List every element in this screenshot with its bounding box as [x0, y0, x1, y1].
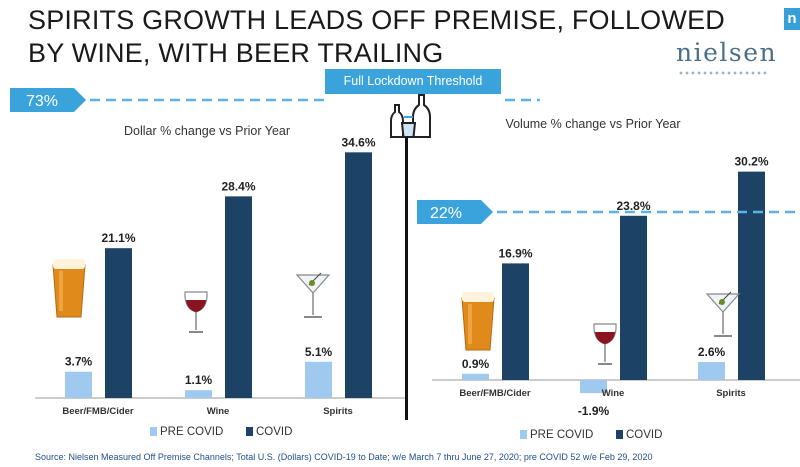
- bar-covid-beer-fmb-cider: [105, 248, 132, 398]
- data-label: -1.9%: [578, 404, 610, 418]
- legend-label: PRE COVID: [160, 426, 223, 438]
- bar-pre-covid-wine: [580, 380, 607, 394]
- volume-change-chart: Volume % change vs Prior Year 0.9% 16.9% B…: [432, 117, 800, 441]
- data-label: 21.1%: [101, 231, 135, 245]
- title-line-1: SPIRITS GROWTH LEADS OFF PREMISE, FOLLOW…: [28, 5, 725, 35]
- dollar-change-chart: Dollar % change vs Prior Year 3.7% 21.1% B…: [35, 124, 405, 438]
- category-label: Beer/FMB/Cider: [459, 388, 531, 399]
- data-label: 1.1%: [185, 373, 213, 387]
- logo-dots: [678, 70, 768, 76]
- data-label: 3.7%: [65, 355, 93, 369]
- data-label: 30.2%: [734, 155, 768, 169]
- data-label: 2.6%: [698, 345, 726, 359]
- bar-covid-spirits: [738, 171, 765, 380]
- bar-pre-covid-spirits: [305, 361, 332, 398]
- bar-pre-covid-beer-fmb-cider: [65, 371, 92, 398]
- wine-glass-icon: [183, 290, 209, 341]
- chart-divider: [405, 137, 408, 420]
- bar-covid-beer-fmb-cider: [502, 263, 529, 380]
- chart-title: Dollar % change vs Prior Year: [124, 124, 290, 138]
- category-label: Beer/FMB/Cider: [62, 406, 134, 417]
- data-label: 16.9%: [498, 246, 532, 260]
- bar-covid-spirits: [345, 152, 372, 398]
- nielsen-logo: nielsen: [676, 38, 778, 67]
- data-label: 34.6%: [341, 135, 375, 149]
- martini-glass-icon: [705, 290, 741, 345]
- bar-covid-wine: [225, 196, 252, 398]
- title-line-2: BY WINE, WITH BEER TRAILING: [28, 38, 444, 68]
- wine-glass-icon: [592, 322, 618, 373]
- legend-swatch: [520, 430, 527, 439]
- beer-glass-icon: [460, 290, 496, 357]
- liquor-bottles-icon: [385, 93, 435, 144]
- martini-glass-icon: [295, 271, 331, 326]
- bars-group: 3.7% 21.1% Beer/FMB/Cider 1.1% 28.4% Wine 5.1%…: [35, 135, 405, 438]
- bar-pre-covid-spirits: [698, 362, 725, 380]
- data-label: 23.8%: [616, 199, 650, 213]
- bar-pre-covid-beer-fmb-cider: [462, 373, 489, 380]
- page-title: SPIRITS GROWTH LEADS OFF PREMISE, FOLLOW…: [28, 4, 728, 70]
- legend-swatch: [616, 430, 623, 439]
- bars-group: 0.9% 16.9% Beer/FMB/Cider -1.9% 23.8% Wine 2.6…: [432, 155, 800, 441]
- legend-swatch: [150, 427, 157, 436]
- beer-glass-icon: [51, 257, 87, 324]
- category-label: Spirits: [716, 388, 746, 399]
- category-label: Wine: [207, 406, 230, 417]
- bar-covid-wine: [620, 215, 647, 380]
- legend-label: COVID: [256, 426, 292, 438]
- data-label: 0.9%: [462, 357, 490, 371]
- threshold-label: 73%: [26, 93, 58, 110]
- threshold-22: 22%: [417, 200, 795, 224]
- threshold-73: 73%: [10, 88, 540, 112]
- category-label: Spirits: [323, 406, 353, 417]
- data-label: 5.1%: [305, 345, 333, 359]
- legend-label: COVID: [626, 429, 662, 441]
- corner-tab: n: [784, 8, 800, 30]
- threshold-label: 22%: [430, 205, 462, 222]
- chart-title: Volume % change vs Prior Year: [505, 117, 680, 131]
- source-footnote: Source: Nielsen Measured Off Premise Cha…: [35, 452, 653, 462]
- legend-label: PRE COVID: [530, 429, 593, 441]
- data-label: 28.4%: [221, 179, 255, 193]
- category-label: Wine: [602, 388, 625, 399]
- bar-pre-covid-wine: [185, 390, 212, 398]
- lockdown-threshold-label: Full Lockdown Threshold: [325, 69, 501, 94]
- legend-swatch: [246, 427, 253, 436]
